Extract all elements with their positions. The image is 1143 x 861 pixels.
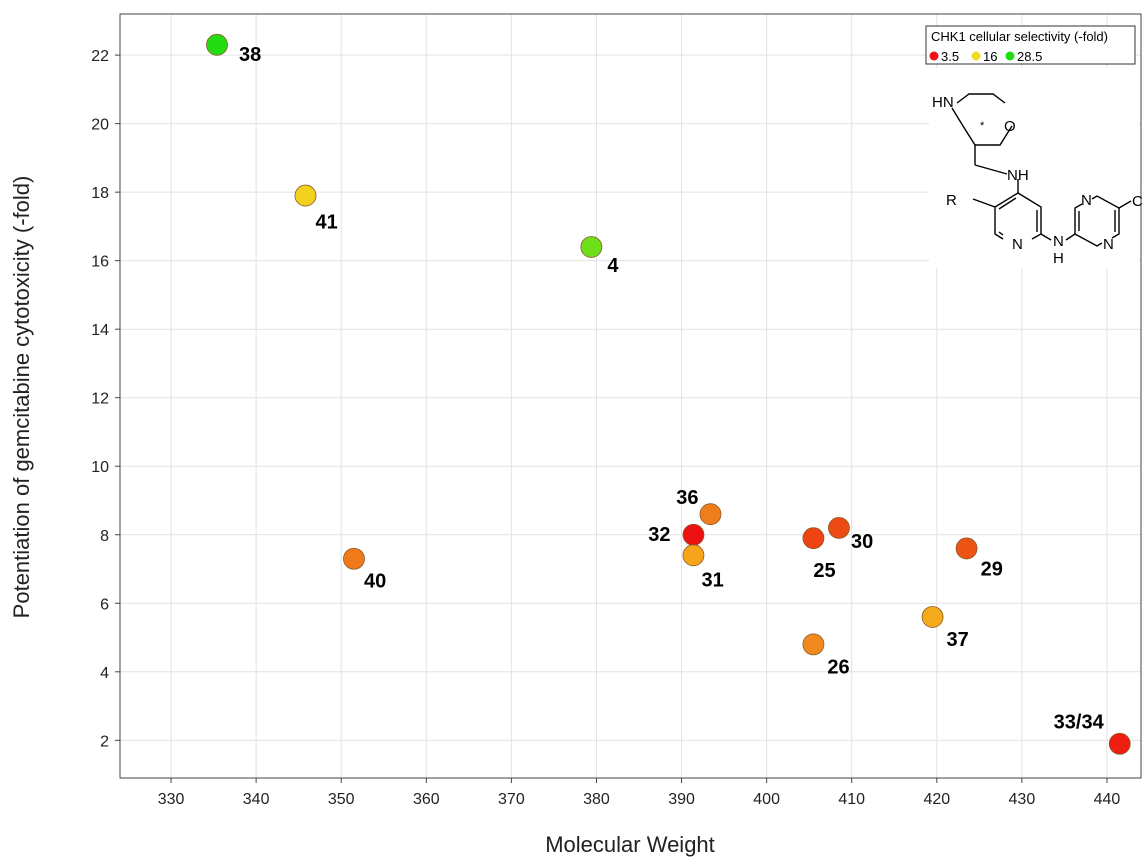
x-axis-title: Molecular Weight xyxy=(545,832,715,857)
data-points xyxy=(206,33,1131,755)
point-label-32: 32 xyxy=(648,524,670,546)
y-tick-label: 22 xyxy=(91,48,109,65)
y-axis-title: Potentiation of gemcitabine cytotoxicity… xyxy=(9,176,34,619)
chemical-structure: HN O * NH R CN N N H N N xyxy=(929,68,1143,268)
point-label-36: 36 xyxy=(676,487,698,509)
x-tick-label: 340 xyxy=(243,791,270,808)
point-label-4: 4 xyxy=(607,255,619,277)
y-tick-label: 2 xyxy=(100,733,109,750)
x-tick-label: 400 xyxy=(753,791,780,808)
point-labels: 38 41 4 40 32 36 31 25 30 29 26 37 33/34 xyxy=(239,44,1105,734)
x-tick-label: 350 xyxy=(328,791,355,808)
atom-n-pyrazine-bottom: N xyxy=(1103,236,1114,253)
atom-nh-top: NH xyxy=(1007,167,1029,184)
data-point-38 xyxy=(206,33,228,56)
atom-nh-bottom-h: H xyxy=(1053,250,1064,267)
y-tick-label: 8 xyxy=(100,528,109,545)
point-label-33/34: 33/34 xyxy=(1054,712,1105,734)
x-tick-label: 390 xyxy=(668,791,695,808)
y-tick-label: 4 xyxy=(100,665,109,682)
atom-nh-bottom-n: N xyxy=(1053,233,1064,250)
point-label-37: 37 xyxy=(947,629,969,651)
data-point-25 xyxy=(802,527,825,550)
data-point-41 xyxy=(294,184,317,207)
point-label-29: 29 xyxy=(981,558,1003,580)
atom-r: R xyxy=(946,192,957,209)
atom-n-pyrazine-top: N xyxy=(1081,192,1092,209)
data-point-4 xyxy=(580,236,603,258)
atom-o: O xyxy=(1004,118,1016,135)
y-axis-ticks: 2 4 6 8 10 12 14 16 18 20 22 xyxy=(91,48,120,750)
data-point-33/34 xyxy=(1108,732,1131,755)
point-label-41: 41 xyxy=(315,212,337,234)
legend-label-28.5: 28.5 xyxy=(1017,49,1042,64)
legend-label-3.5: 3.5 xyxy=(941,49,959,64)
atom-n-pyridine: N xyxy=(1012,236,1023,253)
atom-hn: HN xyxy=(932,94,954,111)
plot-frame xyxy=(119,13,1142,779)
x-tick-label: 410 xyxy=(838,791,865,808)
x-tick-label: 440 xyxy=(1094,791,1121,808)
legend-title: CHK1 cellular selectivity (-fold) xyxy=(931,29,1108,44)
y-tick-label: 12 xyxy=(91,391,109,408)
legend-box xyxy=(925,25,1136,65)
data-point-26 xyxy=(802,633,825,656)
data-point-29 xyxy=(955,537,978,560)
x-tick-label: 360 xyxy=(413,791,440,808)
structure-background xyxy=(929,68,1139,268)
x-axis-ticks: 330 340 350 360 370 380 390 400 410 420 430 440 xyxy=(158,778,1121,808)
data-point-31 xyxy=(682,544,705,567)
legend-marker-28.5 xyxy=(1005,51,1015,61)
data-point-37 xyxy=(921,606,944,628)
atom-cn: CN xyxy=(1132,193,1143,210)
y-tick-label: 18 xyxy=(91,185,109,202)
x-tick-label: 420 xyxy=(923,791,950,808)
x-tick-label: 380 xyxy=(583,791,610,808)
stereo-star: * xyxy=(980,120,985,132)
data-point-30 xyxy=(828,517,850,539)
data-point-40 xyxy=(343,547,365,570)
structure-bonds xyxy=(951,93,1132,247)
point-label-38: 38 xyxy=(239,44,261,66)
point-label-25: 25 xyxy=(813,560,835,582)
y-tick-label: 10 xyxy=(91,459,109,476)
y-tick-label: 14 xyxy=(91,322,109,339)
data-point-36 xyxy=(699,503,722,526)
y-tick-label: 6 xyxy=(100,596,109,613)
point-label-26: 26 xyxy=(827,656,849,678)
legend-marker-3.5 xyxy=(929,51,939,61)
x-tick-label: 330 xyxy=(158,791,185,808)
x-tick-label: 370 xyxy=(498,791,525,808)
y-tick-label: 16 xyxy=(91,254,109,271)
legend-marker-16 xyxy=(971,51,981,61)
point-label-30: 30 xyxy=(851,531,873,553)
data-point-32 xyxy=(682,523,705,546)
point-label-40: 40 xyxy=(364,571,386,593)
legend: CHK1 cellular selectivity (-fold) 3.5 16… xyxy=(925,25,1136,65)
point-label-31: 31 xyxy=(701,569,723,591)
x-tick-label: 430 xyxy=(1009,791,1036,808)
legend-label-16: 16 xyxy=(983,49,997,64)
y-tick-label: 20 xyxy=(91,117,109,134)
